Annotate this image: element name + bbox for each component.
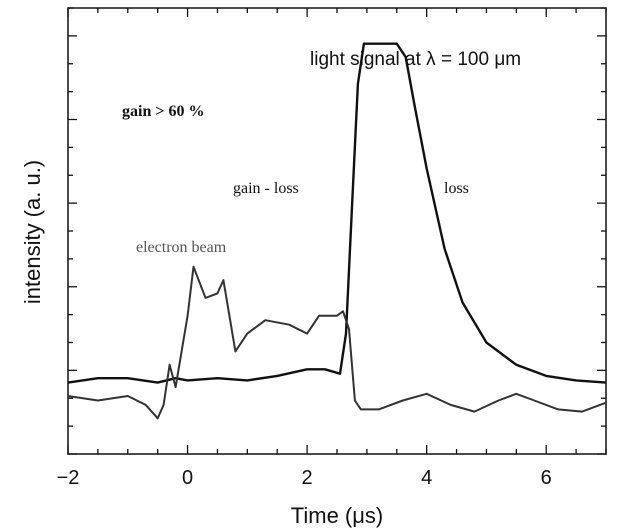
x-tick-labels: −2 0 2 4 6: [57, 467, 552, 489]
gain-loss-annotation: gain - loss: [233, 180, 299, 197]
series-line-2: [67, 265, 607, 420]
x-tick-label: −2: [57, 467, 80, 489]
x-tick-label: 4: [421, 467, 432, 489]
series-layer: [67, 42, 607, 420]
x-tick-label: 0: [182, 467, 193, 489]
loss-annotation: loss: [444, 180, 469, 197]
electron-beam-annotation: electron beam: [136, 239, 227, 256]
x-tick-label: 2: [302, 467, 313, 489]
x-axis-title: Time (μs): [291, 503, 384, 528]
chart-title-annotation: light signal at λ = 100 μm: [310, 49, 521, 70]
x-tick-label: 6: [541, 467, 552, 489]
gain-annotation: gain > 60 %: [122, 103, 204, 120]
y-axis-title: intensity (a. u.): [20, 160, 45, 304]
tick-marks: [67, 7, 607, 455]
series-line-1: [67, 42, 607, 384]
plot-frame: [67, 7, 607, 455]
